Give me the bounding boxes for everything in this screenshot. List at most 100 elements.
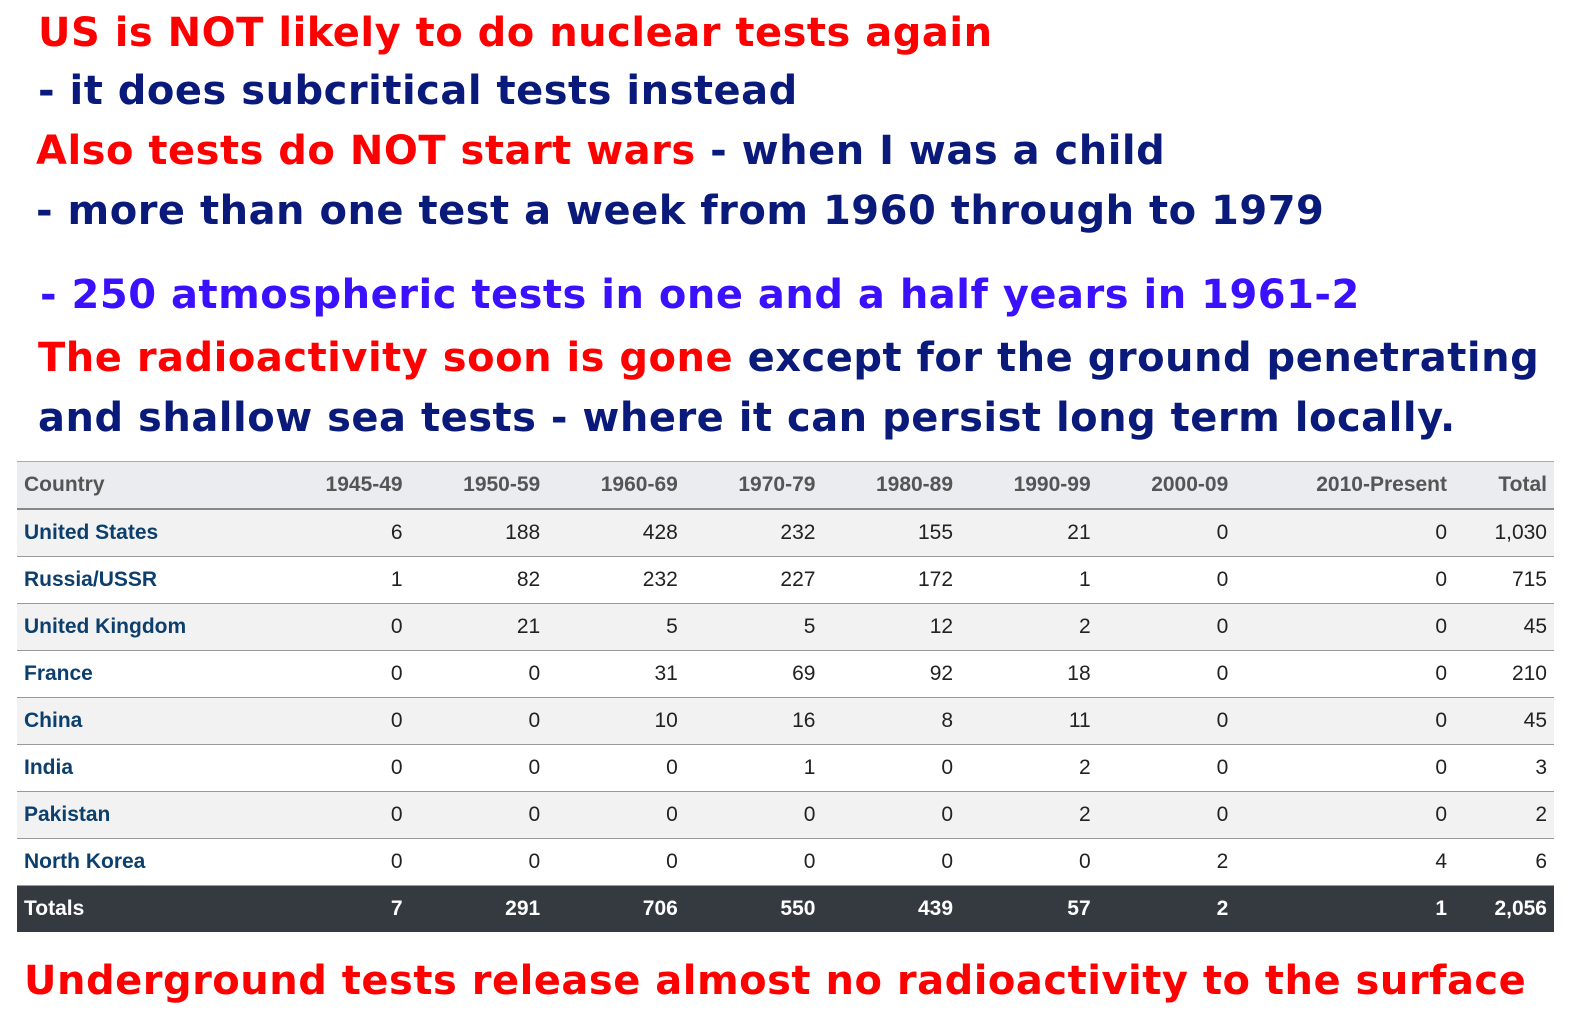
headline-tests-no-wars: Also tests do NOT start wars - when I wa… xyxy=(36,127,1165,175)
country-link[interactable]: United Kingdom xyxy=(17,603,272,651)
totals-row: Totals 7 291 706 550 439 57 2 1 2,056 xyxy=(17,885,1554,932)
table-cell: 16 xyxy=(684,697,823,745)
table-cell: 3 xyxy=(1454,744,1554,792)
totals-cell: 550 xyxy=(684,885,823,932)
country-link[interactable]: Pakistan xyxy=(17,791,272,839)
column-header: 1990-99 xyxy=(960,461,1098,510)
column-header: 1950-59 xyxy=(409,461,548,510)
country-link[interactable]: North Korea xyxy=(17,838,272,886)
table-cell: 45 xyxy=(1454,603,1554,651)
table-cell: 1 xyxy=(684,744,823,792)
table-cell: 2 xyxy=(960,744,1098,792)
table-row: Pakistan 0 0 0 0 0 2 0 0 2 xyxy=(17,791,1554,839)
column-header: 1945-49 xyxy=(272,461,410,510)
table-cell: 21 xyxy=(409,603,548,651)
table-cell: 4 xyxy=(1235,838,1454,886)
table-cell: 5 xyxy=(684,603,823,651)
table-cell: 0 xyxy=(1097,791,1236,839)
table-cell: 0 xyxy=(1097,509,1236,557)
table-footer: Totals 7 291 706 550 439 57 2 1 2,056 xyxy=(17,885,1554,932)
table-cell: 715 xyxy=(1454,556,1554,604)
table-cell: 31 xyxy=(547,650,685,698)
table-header: Country 1945-49 1950-59 1960-69 1970-79 1980-… xyxy=(17,461,1554,510)
table-row: North Korea 0 0 0 0 0 0 2 4 6 xyxy=(17,838,1554,886)
headline-radioactivity: The radioactivity soon is gone except fo… xyxy=(38,334,1539,382)
table-row: United States 6 188 428 232 155 21 0 0 1,030 xyxy=(17,509,1554,557)
table-cell: 6 xyxy=(1454,838,1554,886)
table-cell: 10 xyxy=(547,697,685,745)
totals-cell: 706 xyxy=(547,885,685,932)
table-cell: 2 xyxy=(1097,838,1236,886)
country-link[interactable]: France xyxy=(17,650,272,698)
nuclear-tests-table: Country 1945-49 1950-59 1960-69 1970-79 1980-… xyxy=(17,461,1554,932)
table-cell: 0 xyxy=(1235,556,1454,604)
table-cell: 0 xyxy=(1235,603,1454,651)
table-cell: 0 xyxy=(547,744,685,792)
table-cell: 21 xyxy=(960,509,1098,557)
table-cell: 45 xyxy=(1454,697,1554,745)
headline-us-not-testing: US is NOT likely to do nuclear tests aga… xyxy=(38,10,993,56)
table-cell: 0 xyxy=(960,838,1098,886)
table-cell: 232 xyxy=(547,556,685,604)
table-cell: 0 xyxy=(272,838,410,886)
table-cell: 1 xyxy=(960,556,1098,604)
country-link[interactable]: United States xyxy=(17,509,272,557)
column-header: 1970-79 xyxy=(684,461,823,510)
table-cell: 12 xyxy=(822,603,961,651)
table-cell: 0 xyxy=(272,650,410,698)
table-cell: 0 xyxy=(272,791,410,839)
table-cell: 188 xyxy=(409,509,548,557)
table-cell: 2 xyxy=(1454,791,1554,839)
table-cell: 0 xyxy=(822,744,961,792)
table-body: United States 6 188 428 232 155 21 0 0 1,030 Russi… xyxy=(17,509,1554,886)
table-cell: 210 xyxy=(1454,650,1554,698)
table-cell: 0 xyxy=(272,744,410,792)
table-cell: 0 xyxy=(822,791,961,839)
headline-subcritical-tests: - it does subcritical tests instead xyxy=(38,68,798,114)
table-cell: 0 xyxy=(1097,650,1236,698)
country-link[interactable]: China xyxy=(17,697,272,745)
table-cell: 0 xyxy=(547,791,685,839)
table-cell: 2 xyxy=(960,603,1098,651)
column-header: 1980-89 xyxy=(822,461,961,510)
headline-test-frequency: - more than one test a week from 1960 th… xyxy=(36,188,1325,234)
table-cell: 6 xyxy=(272,509,410,557)
table-row: United Kingdom 0 21 5 5 12 2 0 0 45 xyxy=(17,603,1554,651)
headline-tests-no-wars-red: Also tests do NOT start wars xyxy=(36,128,696,174)
table-cell: 0 xyxy=(1097,697,1236,745)
table-cell: 155 xyxy=(822,509,961,557)
table-cell: 0 xyxy=(1235,697,1454,745)
totals-cell: 57 xyxy=(960,885,1098,932)
column-header: Total xyxy=(1454,461,1554,510)
table-cell: 232 xyxy=(684,509,823,557)
table-row: France 0 0 31 69 92 18 0 0 210 xyxy=(17,650,1554,698)
table-cell: 428 xyxy=(547,509,685,557)
table-cell: 0 xyxy=(547,838,685,886)
totals-cell: 1 xyxy=(1235,885,1454,932)
table-cell: 0 xyxy=(1235,509,1454,557)
table-cell: 18 xyxy=(960,650,1098,698)
table-cell: 0 xyxy=(1097,603,1236,651)
headline-tests-no-wars-navy: - when I was a child xyxy=(695,128,1166,174)
table-cell: 0 xyxy=(1097,556,1236,604)
table-cell: 0 xyxy=(1235,791,1454,839)
table-cell: 0 xyxy=(684,791,823,839)
table-cell: 0 xyxy=(1235,650,1454,698)
country-link[interactable]: India xyxy=(17,744,272,792)
totals-cell: 2,056 xyxy=(1454,885,1554,932)
footer-underground-tests: Underground tests release almost no radi… xyxy=(24,958,1527,1004)
totals-cell: 7 xyxy=(272,885,410,932)
table-cell: 1,030 xyxy=(1454,509,1554,557)
table-cell: 0 xyxy=(409,697,548,745)
table-cell: 0 xyxy=(409,791,548,839)
table-cell: 0 xyxy=(409,744,548,792)
table-cell: 227 xyxy=(684,556,823,604)
table-cell: 5 xyxy=(547,603,685,651)
table-cell: 0 xyxy=(1235,744,1454,792)
country-link[interactable]: Russia/USSR xyxy=(17,556,272,604)
table-row: China 0 0 10 16 8 11 0 0 45 xyxy=(17,697,1554,745)
table-cell: 0 xyxy=(272,697,410,745)
table-cell: 1 xyxy=(272,556,410,604)
table-row: India 0 0 0 1 0 2 0 0 3 xyxy=(17,744,1554,792)
table-cell: 2 xyxy=(960,791,1098,839)
